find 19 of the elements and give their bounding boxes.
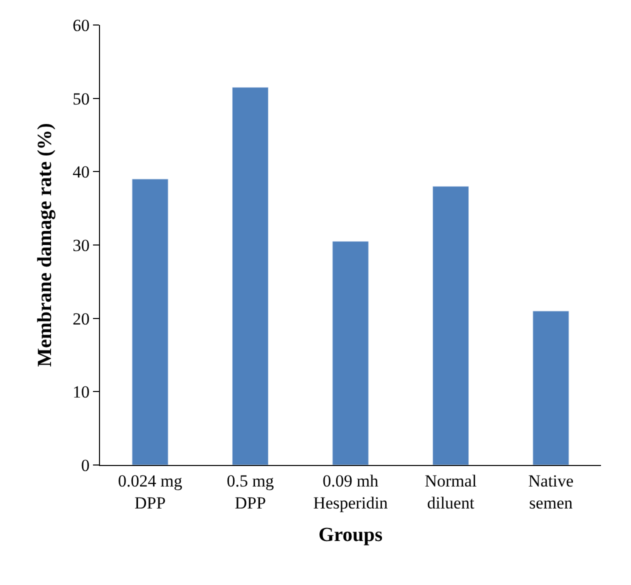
x-tick-label: 0.09 mh Hesperidin xyxy=(313,471,388,512)
bar xyxy=(432,186,469,465)
y-tick-label: 0 xyxy=(81,456,90,475)
y-tick-label: 30 xyxy=(72,236,90,255)
x-axis-title: Groups xyxy=(318,524,383,546)
x-tick-label: 0.5 mg DPP xyxy=(226,471,274,512)
bar xyxy=(232,87,269,465)
y-tick-label: 10 xyxy=(72,382,90,402)
y-tick-label: 50 xyxy=(72,89,90,108)
bar xyxy=(532,310,570,465)
bar xyxy=(132,178,168,465)
x-tick-label: Native semen xyxy=(528,471,574,512)
y-tick-label: 60 xyxy=(72,16,90,35)
y-tick-label: 40 xyxy=(72,162,90,182)
y-tick-label: 20 xyxy=(72,309,90,328)
x-tick-label: Normal diluent xyxy=(424,471,477,512)
x-tick-label: 0.024 mg DPP xyxy=(118,471,183,512)
y-axis-title: Membrane damage rate (%) xyxy=(34,123,56,367)
bar xyxy=(332,241,369,465)
